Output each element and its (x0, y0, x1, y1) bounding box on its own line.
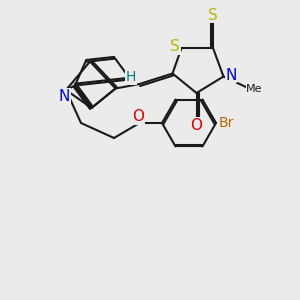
Text: N: N (59, 89, 70, 104)
Text: S: S (208, 8, 218, 22)
Text: Me: Me (246, 84, 263, 94)
Text: N: N (225, 68, 237, 82)
Text: S: S (170, 39, 180, 54)
Text: H: H (126, 70, 136, 84)
Text: O: O (132, 109, 144, 124)
Text: Br: Br (219, 116, 234, 130)
Text: O: O (190, 118, 202, 133)
